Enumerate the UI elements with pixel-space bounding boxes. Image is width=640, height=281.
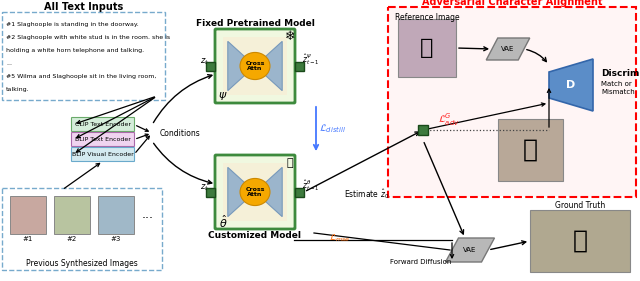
Text: BLIP Visual Encoder: BLIP Visual Encoder <box>72 152 134 157</box>
Text: #3: #3 <box>111 236 121 242</box>
Polygon shape <box>549 59 593 111</box>
Text: $\hat{z}^\psi_{t-1}$: $\hat{z}^\psi_{t-1}$ <box>302 53 320 67</box>
Text: Reference Image: Reference Image <box>395 12 460 22</box>
Bar <box>206 187 215 196</box>
Text: #2: #2 <box>67 236 77 242</box>
Text: $\psi$: $\psi$ <box>218 90 228 102</box>
Text: $\mathcal{L}^G_{adv}$: $\mathcal{L}^G_{adv}$ <box>438 112 460 128</box>
FancyBboxPatch shape <box>215 155 295 229</box>
Bar <box>206 62 215 71</box>
Text: $\mathcal{L}_{mse}$: $\mathcal{L}_{mse}$ <box>329 232 350 244</box>
Bar <box>295 187 304 196</box>
Text: Cross
Attn: Cross Attn <box>245 61 265 71</box>
Bar <box>2 188 162 270</box>
Ellipse shape <box>240 178 270 206</box>
Bar <box>498 119 563 181</box>
Text: $z_t$: $z_t$ <box>200 183 209 193</box>
Bar <box>530 210 630 272</box>
Bar <box>98 196 134 234</box>
Ellipse shape <box>240 53 270 80</box>
Text: VAE: VAE <box>463 247 477 253</box>
Text: Conditions: Conditions <box>160 128 201 137</box>
Text: ...: ... <box>142 209 154 221</box>
Text: BLIP Text Encoder: BLIP Text Encoder <box>75 137 131 142</box>
Text: Customized Model: Customized Model <box>209 232 301 241</box>
Text: Previous Synthesized Images: Previous Synthesized Images <box>26 259 138 268</box>
Text: CLIP Text Encoder: CLIP Text Encoder <box>75 122 131 127</box>
Polygon shape <box>445 238 495 262</box>
Text: Cross
Attn: Cross Attn <box>245 187 265 197</box>
Text: Adversarial Character Alignment: Adversarial Character Alignment <box>422 0 602 7</box>
Polygon shape <box>228 167 255 217</box>
Text: Discriminator: Discriminator <box>601 69 640 78</box>
Text: $z_t$: $z_t$ <box>200 57 209 67</box>
Text: #1: #1 <box>23 236 33 242</box>
Polygon shape <box>255 167 282 217</box>
Text: D: D <box>566 80 575 90</box>
Text: holding a white horn telephone and talking.: holding a white horn telephone and talki… <box>6 48 144 53</box>
FancyBboxPatch shape <box>72 133 134 146</box>
Bar <box>10 196 46 234</box>
Text: talking.: talking. <box>6 87 29 92</box>
Text: 👫: 👫 <box>523 138 538 162</box>
Text: 🧍: 🧍 <box>420 38 434 58</box>
Text: Match or
Mismatch: Match or Mismatch <box>601 81 635 94</box>
Polygon shape <box>486 38 530 60</box>
Text: #2 Slaghoople with white stud is in the room. she is: #2 Slaghoople with white stud is in the … <box>6 35 170 40</box>
Text: $\hat{\theta}$: $\hat{\theta}$ <box>219 214 227 230</box>
Text: ❄: ❄ <box>285 30 295 42</box>
Bar <box>398 19 456 77</box>
Text: #5 Wilma and Slaghoople sit in the living room,: #5 Wilma and Slaghoople sit in the livin… <box>6 74 156 79</box>
Bar <box>223 37 287 95</box>
Text: $\mathcal{L}_{distill}$: $\mathcal{L}_{distill}$ <box>319 123 346 135</box>
Polygon shape <box>228 41 255 91</box>
Text: #1 Slaghoople is standing in the doorway.: #1 Slaghoople is standing in the doorway… <box>6 22 139 27</box>
FancyBboxPatch shape <box>72 148 134 162</box>
Bar <box>54 196 90 234</box>
FancyBboxPatch shape <box>215 29 295 103</box>
Polygon shape <box>255 41 282 91</box>
Bar <box>223 163 287 221</box>
Text: Ground Truth: Ground Truth <box>555 201 605 210</box>
Text: 👫: 👫 <box>573 229 588 253</box>
Text: 🔥: 🔥 <box>287 158 293 168</box>
Text: Fixed Pretrained Model: Fixed Pretrained Model <box>196 19 314 28</box>
Bar <box>418 125 428 135</box>
FancyBboxPatch shape <box>72 117 134 132</box>
Bar <box>2 12 165 100</box>
Bar <box>295 62 304 71</box>
Text: VAE: VAE <box>501 46 515 52</box>
Text: Forward Diffusion: Forward Diffusion <box>390 259 451 265</box>
Text: Estimate $\hat{z}_0$: Estimate $\hat{z}_0$ <box>344 187 389 201</box>
Text: $\hat{z}^\theta_{t-1}$: $\hat{z}^\theta_{t-1}$ <box>302 178 320 194</box>
Text: All Text Inputs: All Text Inputs <box>44 2 123 12</box>
Bar <box>388 7 636 197</box>
Text: ...: ... <box>6 61 12 66</box>
